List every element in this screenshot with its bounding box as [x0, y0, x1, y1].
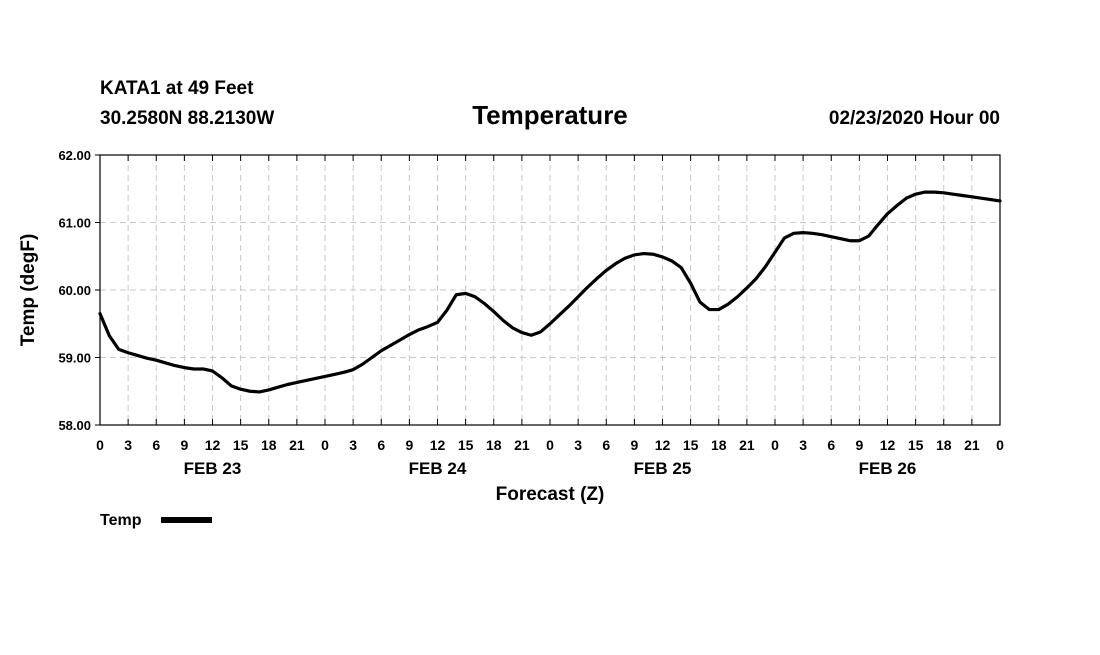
- day-label: FEB 24: [409, 459, 467, 478]
- day-label: FEB 25: [634, 459, 692, 478]
- y-tick-label: 60.00: [58, 283, 91, 298]
- station-label: KATA1 at 49 Feet: [100, 78, 254, 99]
- plot-frame: [99, 154, 1001, 426]
- x-tick-label: 18: [936, 437, 952, 453]
- x-tick-label: 9: [630, 437, 638, 453]
- x-tick-label: 6: [152, 437, 160, 453]
- chart-title: Temperature: [472, 100, 628, 130]
- x-tick-label: 12: [655, 437, 671, 453]
- legend-label: Temp: [100, 512, 142, 529]
- x-tick-label: 3: [349, 437, 357, 453]
- x-tick-label: 0: [771, 437, 779, 453]
- x-tick-label: 6: [377, 437, 385, 453]
- x-tick-label: 9: [855, 437, 863, 453]
- x-tick-label: 18: [711, 437, 727, 453]
- datetime-label: 02/23/2020 Hour 00: [829, 108, 1000, 129]
- x-tick-label: 12: [430, 437, 446, 453]
- x-tick-label: 21: [739, 437, 755, 453]
- x-tick-label: 21: [289, 437, 305, 453]
- x-tick-label: 12: [880, 437, 896, 453]
- y-axis-label: Temp (degF): [18, 234, 39, 347]
- x-tick-label: 15: [683, 437, 699, 453]
- x-tick-label: 0: [321, 437, 329, 453]
- x-tick-label: 3: [124, 437, 132, 453]
- x-tick-label: 12: [205, 437, 221, 453]
- x-tick-label: 6: [827, 437, 835, 453]
- x-tick-label: 21: [514, 437, 530, 453]
- x-tick-label: 9: [405, 437, 413, 453]
- x-axis-label: Forecast (Z): [496, 484, 605, 505]
- x-tick-label: 15: [458, 437, 474, 453]
- x-tick-label: 15: [233, 437, 249, 453]
- day-labels: FEB 23 FEB 24 FEB 25 FEB 26: [184, 459, 917, 478]
- x-tick-label: 9: [180, 437, 188, 453]
- y-tick-label: 61.00: [58, 216, 91, 231]
- x-tick-label: 3: [574, 437, 582, 453]
- grid-lines: [100, 155, 1000, 425]
- x-tick-label: 3: [799, 437, 807, 453]
- y-tick-label: 58.00: [58, 418, 91, 433]
- series-layer: [98, 190, 1002, 394]
- x-tick-label: 15: [908, 437, 924, 453]
- x-tick-label: 21: [964, 437, 980, 453]
- day-label: FEB 26: [859, 459, 917, 478]
- x-tick-label: 0: [546, 437, 554, 453]
- x-tick-label: 18: [486, 437, 502, 453]
- day-label: FEB 23: [184, 459, 242, 478]
- location-label: 30.2580N 88.2130W: [100, 108, 274, 129]
- x-axis-ticks: 0 3 6 9 12 15 18 21 0 3 6 9 12 15 18 21 0 3 6 9 12 15 18 21 0 3 6 9…: [96, 155, 1004, 453]
- y-tick-label: 59.00: [58, 351, 91, 366]
- temp-series-line: [98, 190, 1002, 394]
- x-tick-label: 0: [996, 437, 1004, 453]
- x-tick-label: 6: [602, 437, 610, 453]
- y-axis-ticks: 58.00 59.00 60.00 61.00 62.00: [58, 148, 100, 433]
- y-tick-label: 62.00: [58, 148, 91, 163]
- x-tick-label: 0: [96, 437, 104, 453]
- x-tick-label: 18: [261, 437, 277, 453]
